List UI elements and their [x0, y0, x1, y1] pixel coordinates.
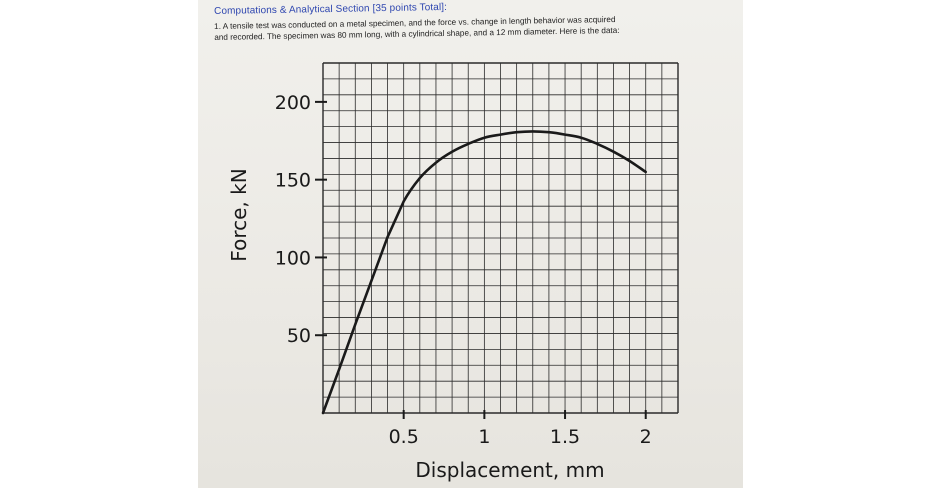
y-tick-label: 150 [275, 170, 311, 192]
x-tick-label: 2 [640, 426, 652, 448]
x-tick-label: 1.5 [550, 426, 580, 448]
x-axis-title: Displacement, mm [415, 458, 604, 482]
chart-grid [322, 62, 679, 414]
paper-sheet [198, 0, 743, 488]
y-axis: 50 100 150 200 [275, 92, 327, 347]
x-tick-label: 0.5 [389, 426, 419, 448]
x-tick-label: 1 [478, 426, 490, 448]
y-tick-label: 100 [275, 247, 311, 269]
y-axis-title: Force, kN [227, 168, 251, 261]
x-axis: 0.5 1 1.5 2 [389, 410, 652, 448]
y-tick-label: 200 [275, 92, 311, 114]
y-tick-label: 50 [287, 325, 311, 347]
force-curve [321, 130, 647, 415]
